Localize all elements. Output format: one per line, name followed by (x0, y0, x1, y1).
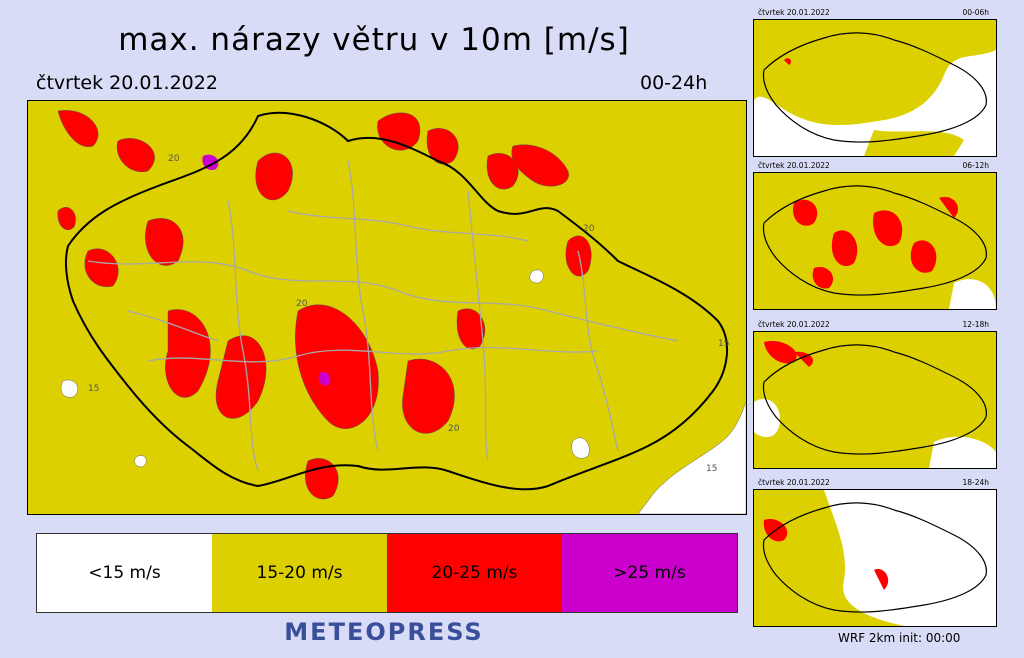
map-title: max. nárazy větru v 10m [m/s] (118, 22, 630, 58)
contour-label: 20 (168, 154, 180, 164)
contour-label: 20 (296, 299, 308, 309)
red-areas-20-25 (57, 110, 592, 500)
legend-20-25: 20-25 m/s (387, 534, 562, 612)
district-boundaries (87, 160, 679, 472)
thumbnail-date: čtvrtek 20.01.2022 (758, 320, 830, 329)
main-wind-gust-map: 20 20 20 20 15 15 15 (27, 100, 747, 515)
legend-above-25: >25 m/s (562, 534, 737, 612)
thumbnail-period: 06-12h (962, 161, 989, 170)
legend-below-15: <15 m/s (37, 534, 212, 612)
contour-labels: 20 20 20 20 15 15 15 (88, 154, 729, 474)
thumbnail-date: čtvrtek 20.01.2022 (758, 478, 830, 487)
contour-label: 15 (88, 384, 99, 394)
thumbnail-date: čtvrtek 20.01.2022 (758, 8, 830, 17)
contour-label: 20 (448, 424, 460, 434)
thumbnail-18-24: čtvrtek 20.01.2022 18-24h (753, 476, 998, 627)
thumbnail-06-12: čtvrtek 20.01.2022 06-12h (753, 159, 998, 310)
thumbnail-12-18: čtvrtek 20.01.2022 12-18h (753, 318, 998, 469)
thumbnail-00-06: čtvrtek 20.01.2022 00-06h (753, 6, 998, 157)
thumbnail-period: 00-06h (962, 8, 989, 17)
white-areas-below-15 (60, 269, 746, 514)
color-legend: <15 m/s 15-20 m/s 20-25 m/s >25 m/s (36, 533, 738, 613)
contour-label: 15 (706, 464, 717, 474)
thumbnail-period: 12-18h (962, 320, 989, 329)
contour-label: 15 (718, 339, 729, 349)
meteopress-logo: METEOPRESS (284, 618, 484, 646)
contour-label: 20 (583, 224, 595, 234)
czech-border (64, 111, 729, 491)
forecast-date: čtvrtek 20.01.2022 (36, 72, 218, 94)
legend-15-20: 15-20 m/s (212, 534, 387, 612)
model-info: WRF 2km init: 00:00 (838, 631, 961, 645)
forecast-period: 00-24h (640, 72, 708, 94)
thumbnail-date: čtvrtek 20.01.2022 (758, 161, 830, 170)
thumbnail-period: 18-24h (962, 478, 989, 487)
